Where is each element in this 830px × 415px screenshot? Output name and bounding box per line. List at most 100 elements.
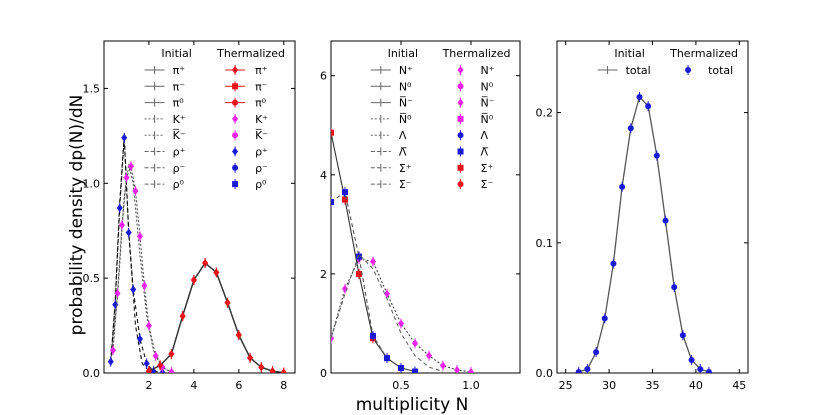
y-tick-label: 1.0: [83, 177, 101, 190]
x-tick-label: 45: [732, 379, 746, 392]
legend: Initial Thermalized π⁺ π⁻ π⁰ K⁺ K̅⁻ ρ⁺ ρ⁻ ρ⁰ π⁺ π⁻ π…: [144, 47, 285, 191]
data-point: [269, 367, 276, 373]
legend-marker-thermal: [232, 66, 239, 74]
y-axis-label: probability density dp(N)/dN: [67, 95, 87, 336]
y-tick-label: 1.5: [83, 82, 101, 95]
data-point: [179, 312, 186, 321]
x-tick-label: 4: [190, 379, 197, 392]
x-tick-label: 1.0: [462, 379, 480, 392]
data-point: [440, 361, 446, 370]
data-point: [168, 368, 175, 373]
data-point: [258, 363, 265, 372]
panel-mesons: 2 4 6 8 0.0 0.5 1.0 1.5 Initial Thermalized π⁺ π⁻ π⁰…: [83, 40, 296, 392]
data-point: [132, 186, 139, 195]
legend-title-initial: Initial: [614, 47, 644, 60]
legend-label-thermal: Λ: [481, 129, 489, 142]
data-point: [136, 232, 143, 241]
data-point: [224, 298, 231, 307]
legend-label-initial: π⁰: [173, 97, 185, 110]
data-point: [356, 270, 362, 277]
legend-label-initial: ρ⁻: [173, 162, 186, 175]
series-line: [331, 258, 472, 373]
data-point: [136, 334, 143, 343]
data-point: [125, 228, 132, 237]
legend-marker-thermal: [457, 66, 464, 74]
legend-label-initial: ρ⁺: [173, 146, 186, 159]
y-tick-label: 6: [320, 70, 327, 83]
legend-label-initial: Λ̅: [399, 146, 408, 159]
data-point: [150, 367, 157, 373]
legend-label-initial: π⁺: [173, 64, 186, 77]
data-point: [247, 353, 254, 362]
legend-marker-thermal: [457, 115, 464, 122]
x-axis-label: multiplicity N: [356, 395, 469, 415]
data-point: [593, 349, 600, 356]
x-tick-label: 2: [145, 379, 152, 392]
data-point: [118, 221, 125, 230]
data-point: [468, 368, 474, 373]
data-point: [619, 183, 626, 190]
data-point: [202, 258, 209, 267]
data-point: [121, 133, 128, 142]
data-point: [145, 367, 152, 373]
series-group: [107, 132, 287, 373]
legend-title-thermal: Thermalized: [442, 47, 511, 60]
legend-label-thermal: π⁻: [255, 80, 268, 93]
legend-label-thermal: N⁰: [481, 80, 494, 93]
y-tick-label: 0.0: [83, 367, 101, 380]
legend-marker-thermal: [457, 181, 464, 188]
legend-title-initial: Initial: [161, 47, 191, 60]
legend-label-initial: N̅⁻: [399, 97, 413, 110]
series-line: [110, 135, 150, 372]
legend-label-thermal: ρ⁰: [255, 178, 267, 191]
x-tick-label: 6: [235, 379, 242, 392]
data-point: [280, 368, 287, 373]
legend-marker-thermal: [232, 132, 239, 139]
data-point: [235, 331, 242, 340]
data-point: [112, 300, 119, 309]
data-point: [342, 196, 348, 203]
data-point: [426, 351, 432, 360]
series-line: [331, 253, 444, 373]
data-point: [145, 321, 152, 330]
legend-marker-thermal: [232, 164, 239, 171]
data-point: [679, 332, 686, 339]
series-line: [331, 191, 416, 373]
data-point: [370, 332, 376, 339]
x-tick-label: 40: [689, 379, 703, 392]
data-point: [454, 366, 460, 373]
data-point: [116, 203, 123, 212]
data-point: [384, 355, 390, 362]
data-point: [331, 199, 334, 206]
panel-total: 25 30 35 40 45 0.0 0.1 0.2 Initial Thermalized tot…: [536, 40, 749, 392]
legend-label-thermal: N⁺: [481, 64, 495, 77]
legend-label-thermal: Λ̅: [481, 146, 490, 159]
legend-label-thermal: Σ⁺: [481, 162, 494, 175]
series-line: [112, 164, 172, 373]
legend-label-thermal: π⁰: [255, 97, 267, 110]
y-tick-label: 0.5: [83, 272, 101, 285]
legend-label-initial: N⁰: [399, 80, 412, 93]
data-point: [645, 103, 652, 110]
legend-label-initial: Σ⁺: [399, 162, 412, 175]
plot-frame: [103, 40, 296, 374]
data-point: [213, 268, 220, 277]
legend-marker-thermal: [232, 83, 239, 90]
data-point: [671, 284, 678, 291]
data-point: [584, 366, 591, 373]
data-point: [398, 365, 404, 372]
legend-label-thermal: ρ⁻: [255, 162, 268, 175]
data-point: [636, 93, 643, 100]
legend-label-initial: Λ: [399, 129, 407, 142]
x-tick-label: 35: [646, 379, 660, 392]
data-point: [653, 152, 660, 159]
legend-label-thermal: N̅⁻: [481, 97, 495, 110]
data-point: [331, 129, 334, 136]
legend-marker-thermal: [457, 164, 464, 171]
legend-label-initial: π⁻: [173, 80, 186, 93]
data-point: [370, 257, 376, 266]
x-tick-label: 30: [602, 379, 616, 392]
series-group: [575, 91, 712, 373]
